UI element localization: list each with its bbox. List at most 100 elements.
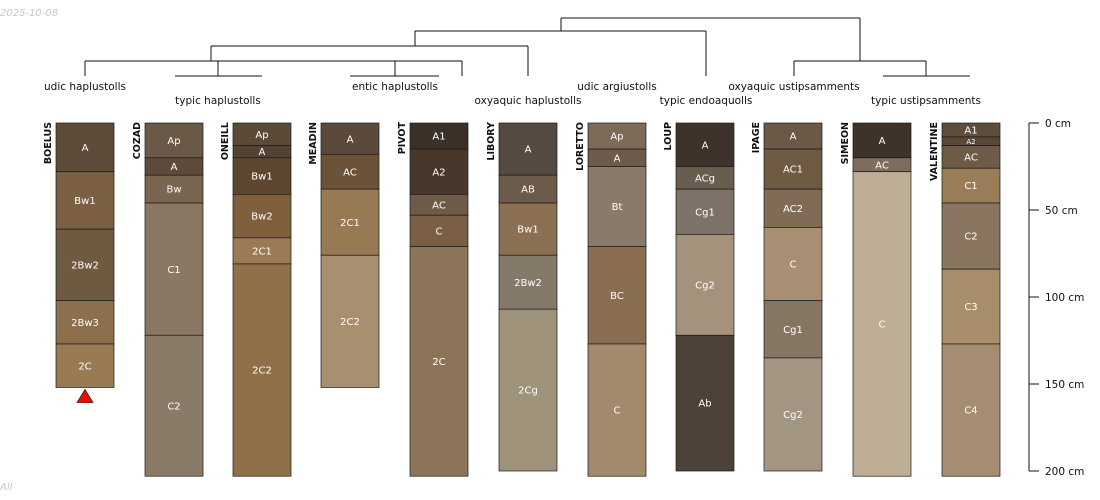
depth-tick-label: 50 cm: [1045, 205, 1078, 217]
horizon-label: Bw1: [251, 172, 272, 183]
profile-loretto: Ap A Bt BC C LORETTO: [575, 122, 647, 477]
horizon-ipage-1: [763, 148, 823, 190]
horizon-pivot-1: [409, 148, 469, 195]
horizon-simeon-0: [852, 122, 912, 159]
depth-tick-label: 150 cm: [1045, 379, 1084, 391]
profile-oneill: Ap A Bw1 Bw2 2C1 2C2 ONEILL: [220, 122, 292, 477]
horizon-label: C3: [964, 302, 977, 313]
profile-meadin: A AC 2C1 2C2 MEADIN: [308, 122, 380, 388]
horizon-loretto-0: [587, 122, 647, 150]
depth-tick-label: 200 cm: [1045, 466, 1084, 478]
horizon-boelus-2: [55, 228, 115, 301]
horizon-label: A: [82, 143, 89, 154]
horizon-libory-2: [498, 202, 558, 256]
group-label-typic-endoaquolls: typic endoaquolls: [660, 95, 753, 107]
horizon-loretto-3: [587, 246, 647, 345]
horizon-label: Ap: [610, 132, 623, 143]
group-label-udic-haplustolls: udic haplustolls: [44, 81, 126, 93]
depth-tick-label: 100 cm: [1045, 292, 1084, 304]
profile-name: LOUP: [663, 122, 674, 151]
horizon-label: 2Bw2: [514, 278, 542, 289]
horizon-ipage-5: [763, 357, 823, 472]
group-label-entic-haplustolls: entic haplustolls: [352, 81, 438, 93]
horizon-label: A: [614, 153, 621, 164]
horizon-meadin-2: [320, 188, 380, 256]
horizon-label: 2C: [78, 361, 91, 372]
horizon-label: ACg: [695, 173, 715, 184]
horizon-label: Cg1: [783, 325, 803, 336]
horizon-ipage-4: [763, 300, 823, 359]
horizon-loup-4: [675, 334, 735, 472]
dendrogram: [84, 17, 970, 77]
profile-name: BOELUS: [43, 122, 54, 164]
horizon-label: 2Bw2: [71, 260, 99, 271]
horizon-label: A: [347, 134, 354, 145]
profile-boelus: A Bw1 2Bw2 2Bw3 2C BOELUS: [43, 122, 115, 403]
horizon-label: 2C1: [340, 218, 360, 229]
date-stamp: 2025-10-08: [0, 8, 59, 19]
profile-name: VALENTINE: [929, 122, 940, 181]
footer-label: All: [0, 482, 13, 493]
horizon-loretto-4: [587, 343, 647, 477]
horizon-boelus-0: [55, 122, 115, 173]
profile-name: LIBORY: [486, 122, 497, 161]
horizon-label: A1: [432, 132, 445, 143]
horizon-label: Bw1: [517, 225, 538, 236]
horizon-loup-3: [675, 234, 735, 336]
horizon-valentine-3: [941, 167, 1001, 204]
horizon-loup-2: [675, 188, 735, 235]
horizon-label: C2: [964, 232, 977, 243]
horizon-label: A2: [432, 167, 445, 178]
horizon-cozad-3: [144, 202, 204, 336]
horizon-pivot-4: [409, 246, 469, 477]
horizon-label: AC1: [783, 165, 803, 176]
profile-name: MEADIN: [308, 122, 319, 165]
horizon-label: A: [525, 145, 532, 156]
profile-name: SIMEON: [840, 122, 851, 164]
horizon-simeon-2: [852, 171, 912, 477]
horizon-label: BC: [610, 291, 624, 302]
horizon-libory-4: [498, 308, 558, 472]
horizon-libory-1: [498, 174, 558, 204]
truncation-marker-icon: [76, 388, 94, 403]
horizon-label: A: [879, 136, 886, 147]
horizon-loretto-2: [587, 166, 647, 247]
horizon-cozad-4: [144, 334, 204, 477]
group-label-oxyaquic-haplustolls: oxyaquic haplustolls: [475, 95, 582, 107]
horizon-label: A2: [966, 138, 975, 146]
horizon-label: C: [436, 226, 443, 237]
horizon-label: C: [790, 260, 797, 271]
profile-name: PIVOT: [397, 121, 408, 154]
horizon-label: A: [790, 132, 797, 143]
horizon-label: Bw: [166, 185, 181, 196]
horizon-pivot-3: [409, 214, 469, 247]
horizon-label: Bw1: [74, 196, 95, 207]
profile-name: COZAD: [132, 122, 143, 159]
horizon-boelus-4: [55, 343, 115, 388]
horizon-label: Ap: [167, 136, 180, 147]
horizon-label: Bt: [612, 202, 623, 213]
horizon-oneill-2: [232, 157, 292, 195]
horizon-label: 2C2: [340, 317, 360, 328]
horizon-label: A1: [964, 126, 977, 137]
horizon-label: C2: [167, 401, 180, 412]
horizon-oneill-4: [232, 237, 292, 265]
horizon-label: A: [171, 162, 178, 173]
soil-profiles: A Bw1 2Bw2 2Bw3 2C BOELUS Ap A Bw C1 C2 COZAD Ap A Bw1…: [43, 121, 1001, 477]
horizon-ipage-2: [763, 188, 823, 228]
horizon-label: AC: [964, 153, 978, 164]
profile-pivot: A1 A2 AC C 2C PIVOT: [397, 121, 469, 477]
horizon-label: 2Bw3: [71, 318, 99, 329]
horizon-libory-0: [498, 122, 558, 176]
horizon-libory-3: [498, 254, 558, 310]
horizon-label: 2C: [432, 357, 445, 368]
profile-loup: A ACg Cg1 Cg2 Ab LOUP: [663, 122, 735, 472]
profile-name: ONEILL: [220, 122, 231, 160]
horizon-label: 2C2: [252, 366, 272, 377]
horizon-label: C: [614, 406, 621, 417]
horizon-valentine-5: [941, 268, 1001, 345]
group-label-typic-haplustolls: typic haplustolls: [175, 95, 261, 107]
depth-tick-label: 0 cm: [1045, 118, 1071, 130]
profile-cozad: Ap A Bw C1 C2 COZAD: [132, 122, 204, 477]
